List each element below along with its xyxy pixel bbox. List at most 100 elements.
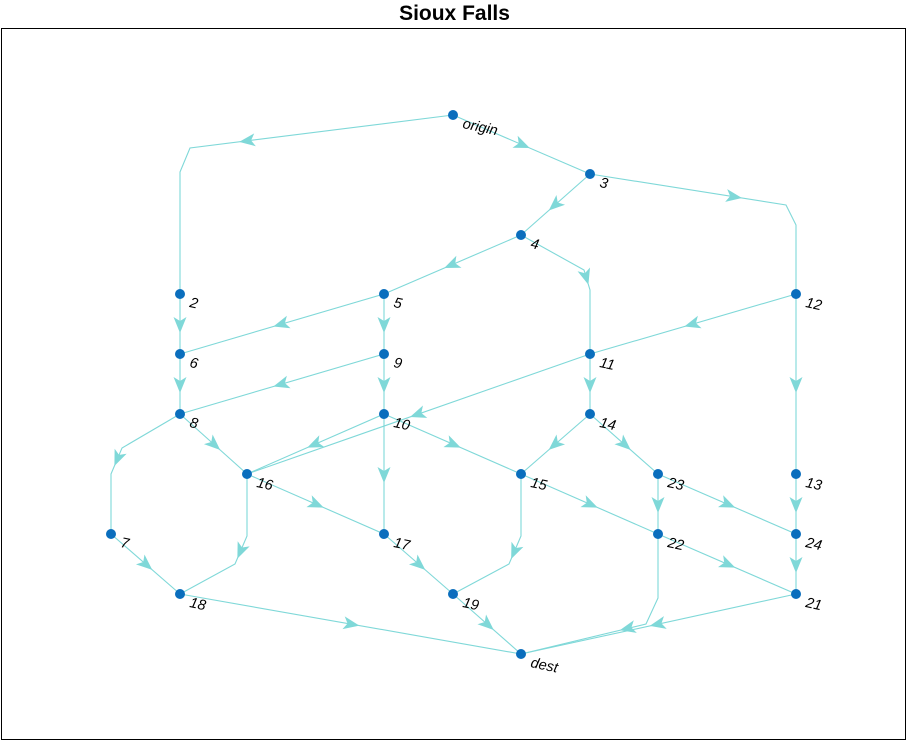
edge-arrowhead	[789, 377, 803, 393]
edge-12-13	[789, 294, 803, 474]
plot-frame	[1, 28, 906, 740]
node-label: 24	[803, 535, 823, 554]
edge-11-14	[583, 354, 597, 414]
edge-16-18	[179, 474, 250, 595]
node-label: 6	[188, 355, 200, 373]
edge-24-21	[789, 534, 803, 594]
edge-21-dest	[520, 593, 797, 655]
edge-arrowhead	[173, 377, 187, 393]
node-marker	[653, 529, 663, 539]
edge-2-6	[173, 294, 187, 354]
edge-3-4	[520, 173, 591, 236]
edge-6-8	[173, 354, 187, 414]
node-label: 5	[392, 295, 404, 313]
node-marker	[791, 469, 801, 479]
edge-arrowhead	[548, 434, 566, 450]
node-marker	[175, 589, 185, 599]
edge-arrowhead	[725, 189, 742, 202]
edge-arrowhead	[410, 405, 428, 418]
node-marker	[516, 469, 526, 479]
edge-arrowhead	[377, 467, 391, 483]
edge-16-17	[246, 473, 385, 535]
edge-18-dest	[179, 593, 522, 655]
node-marker	[448, 589, 458, 599]
node-marker	[516, 230, 526, 240]
node-marker	[791, 289, 801, 299]
edge-23-24	[657, 473, 797, 535]
node-marker	[379, 349, 389, 359]
edge-arrowhead	[619, 620, 637, 633]
edge-19-dest	[452, 593, 522, 655]
node-label: 4	[529, 236, 540, 253]
edge-arrowhead	[342, 616, 360, 630]
node-label: 14	[598, 415, 617, 434]
node-label: 15	[529, 475, 549, 494]
edge-layer	[110, 114, 803, 655]
node-marker	[585, 169, 595, 179]
node-4: 4	[516, 230, 540, 253]
node-6: 6	[175, 349, 200, 373]
edge-origin-3	[452, 114, 591, 175]
node-label: 12	[804, 295, 823, 314]
edge-arrowhead	[649, 616, 667, 629]
edge-10-15	[383, 413, 522, 475]
edge-line	[179, 114, 454, 294]
node-3: 3	[585, 169, 609, 192]
edge-arrowhead	[237, 541, 250, 559]
node-label: 8	[188, 415, 199, 432]
node-label: 16	[255, 475, 275, 494]
node-origin: origin	[448, 110, 499, 139]
node-marker	[175, 409, 185, 419]
edge-17-19	[383, 533, 454, 595]
edge-arrowhead	[135, 554, 153, 570]
edge-arrowhead	[577, 267, 591, 285]
node-label: 3	[598, 175, 609, 192]
node-label: dest	[529, 655, 560, 677]
node-label: 21	[803, 595, 823, 614]
edge-line	[589, 173, 797, 294]
node-marker	[175, 349, 185, 359]
edge-arrowhead	[273, 315, 291, 329]
edge-line	[452, 474, 522, 595]
edge-13-24	[789, 474, 803, 534]
node-9: 9	[379, 349, 403, 372]
edge-arrowhead	[717, 555, 736, 568]
edge-9-8	[179, 353, 385, 415]
edge-8-16	[179, 413, 248, 475]
edge-arrowhead	[273, 375, 291, 389]
node-11: 11	[585, 349, 616, 374]
edge-arrowhead	[307, 435, 325, 448]
node-marker	[175, 289, 185, 299]
node-marker	[379, 529, 389, 539]
edge-line	[179, 474, 248, 595]
node-marker	[379, 409, 389, 419]
edge-14-23	[589, 413, 659, 475]
edge-arrowhead	[408, 554, 426, 570]
node-label: 19	[461, 595, 480, 614]
node-marker	[516, 649, 526, 659]
edge-arrowhead	[377, 377, 391, 393]
node-23: 23	[653, 469, 685, 494]
node-marker	[448, 110, 458, 120]
edge-22-dest	[520, 534, 659, 655]
edge-arrowhead	[239, 133, 256, 147]
node-label: 2	[187, 295, 199, 313]
node-8: 8	[175, 409, 199, 432]
node-marker	[791, 589, 801, 599]
node-dest: dest	[516, 649, 560, 677]
edge-22-21	[657, 533, 797, 595]
edge-arrowhead	[512, 135, 530, 149]
edge-8-7	[110, 413, 181, 534]
figure-title: Sioux Falls	[399, 2, 510, 25]
node-24: 24	[791, 529, 823, 554]
node-16: 16	[242, 469, 275, 494]
edge-10-17	[377, 414, 391, 534]
edge-arrowhead	[583, 377, 597, 393]
edge-arrowhead	[173, 317, 187, 333]
edge-line	[110, 413, 181, 534]
node-label: 17	[392, 535, 412, 554]
node-22: 22	[653, 529, 685, 554]
edge-10-16	[246, 413, 385, 475]
edge-3-12	[589, 173, 797, 294]
